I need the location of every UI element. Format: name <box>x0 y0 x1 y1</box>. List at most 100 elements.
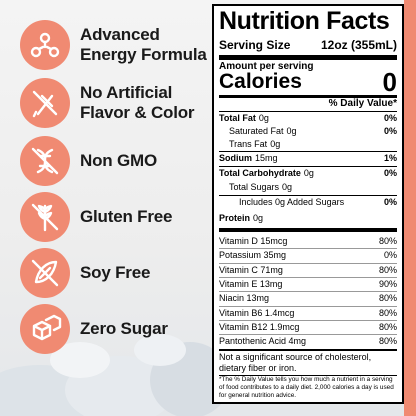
nutrient-amount: 0g <box>286 126 297 136</box>
vitamin-name: Vitamin B12 1.9mcg <box>219 321 300 332</box>
nutrition-label: Nutrition Facts Serving Size 12oz (355mL… <box>212 4 404 404</box>
feature-label: Zero Sugar <box>80 319 168 338</box>
nutrient-dv: 0% <box>383 113 397 123</box>
nutrient-row: Protein 0g <box>219 212 397 225</box>
rule <box>219 349 397 351</box>
nutrient-row: Saturated Fat 0g 0% <box>219 125 397 138</box>
accent-stripe <box>404 0 416 416</box>
vitamin-name: Vitamin D 15mcg <box>219 236 288 246</box>
calories: Calories 0 <box>219 67 397 97</box>
rule <box>219 95 397 98</box>
nutrient-amount: 0g <box>282 182 293 192</box>
nutrient: Sodium 15mg <box>219 152 278 165</box>
serving-size: Serving Size 12oz (355mL) <box>219 38 397 52</box>
rule <box>219 262 397 264</box>
amount-per-serving: Amount per serving <box>219 61 314 72</box>
nutrient: Total Carbohydrate 0g <box>219 167 314 180</box>
nutrient-dv: 0% <box>383 126 397 136</box>
rule <box>219 55 397 60</box>
nutrient-amount: 0g <box>253 213 264 223</box>
rule <box>219 228 397 232</box>
nutrient-amount: 0g <box>258 113 269 123</box>
nutrient-row: Trans Fat 0g <box>219 138 397 151</box>
vitamin-dv: 80% <box>378 336 397 347</box>
feature-label: Advanced Energy Formula <box>80 25 207 64</box>
feature-icon <box>20 136 70 186</box>
vitamin-row: Vitamin B6 1.4mcg 80% <box>219 306 397 320</box>
rule <box>219 248 397 250</box>
vitamin-row: Potassium 35mg 0% <box>219 248 397 262</box>
nutrient-amount: 0g <box>303 168 314 178</box>
feature-icon <box>20 304 70 354</box>
vitamin-dv: 80% <box>378 307 397 318</box>
vitamin-dv: 80% <box>378 264 397 275</box>
vitamin-name: Vitamin E 13mg <box>219 278 283 289</box>
nutrient-name: Total Carbohydrate <box>219 168 301 178</box>
nutrient: Trans Fat 0g <box>219 138 280 151</box>
vitamin-dv: 90% <box>378 278 397 289</box>
nutrient-row: Total Fat 0g 0% <box>219 112 397 125</box>
feature-label: Non GMO <box>80 151 157 170</box>
vitamin-row: Niacin 13mg 80% <box>219 291 397 305</box>
nutrient-name: Sodium <box>219 153 252 163</box>
nutrient-name: Total Fat <box>219 113 256 123</box>
feature-icon <box>20 248 70 298</box>
rule <box>219 195 397 196</box>
nutrient-row: Includes 0g Added Sugars 0% <box>219 196 397 209</box>
rule <box>219 166 397 167</box>
feature-icon <box>20 78 70 128</box>
nutrient: Protein 0g <box>219 212 263 225</box>
daily-value-header: % Daily Value* <box>328 98 397 109</box>
vitamin-name: Potassium 35mg <box>219 250 287 261</box>
feature-label: Gluten Free <box>80 207 173 226</box>
nutrient: Total Sugars 0g <box>219 181 292 194</box>
nutrient-row: Total Sugars 0g <box>219 181 397 194</box>
nutrient-name: Total Sugars <box>229 182 280 192</box>
vitamin-name: Niacin 13mg <box>219 293 270 304</box>
nutrient-amount: 0g <box>270 139 281 149</box>
rule <box>219 151 397 152</box>
note: Not a significant source of cholesterol,… <box>219 352 372 373</box>
calories-value: 0 <box>382 67 397 97</box>
nutrient-dv: 0% <box>383 197 397 207</box>
nutrient-amount: 15mg <box>255 153 278 163</box>
feature-icon <box>20 20 70 70</box>
rule <box>219 334 397 336</box>
rule <box>219 291 397 293</box>
nutrient: Includes 0g Added Sugars <box>219 196 347 209</box>
nutrient-row: Total Carbohydrate 0g 0% <box>219 167 397 180</box>
rule <box>219 375 397 376</box>
vitamin-row: Vitamin E 13mg 90% <box>219 277 397 291</box>
nutrient-name: Includes 0g Added Sugars <box>239 197 345 207</box>
serving-label: Serving Size <box>219 38 291 52</box>
rule <box>219 319 397 321</box>
nutrient: Total Fat 0g <box>219 112 269 125</box>
serving-value: 12oz (355mL) <box>320 38 397 52</box>
feature-label: No Artificial Flavor & Color <box>80 83 195 122</box>
feature-icon <box>20 192 70 242</box>
rule <box>219 276 397 278</box>
nutrient-dv: 1% <box>383 153 397 163</box>
feature-label: Soy Free <box>80 263 151 282</box>
vitamin-dv: 80% <box>378 293 397 304</box>
vitamin-dv: 80% <box>378 236 397 246</box>
label-title: Nutrition Facts <box>219 7 390 35</box>
nutrient-name: Trans Fat <box>229 139 268 149</box>
vitamin-row: Vitamin B12 1.9mcg 80% <box>219 320 397 334</box>
vitamin-name: Vitamin C 71mg <box>219 264 283 275</box>
vitamin-dv: 0% <box>383 250 397 261</box>
rule <box>219 305 397 307</box>
vitamin-name: Pantothenic Acid 4mg <box>219 336 307 347</box>
vitamin-name: Vitamin B6 1.4mcg <box>219 307 295 318</box>
rule <box>219 111 397 112</box>
vitamin-row: Vitamin C 71mg 80% <box>219 263 397 277</box>
vitamin-row: Vitamin D 15mcg 80% <box>219 234 397 248</box>
nutrient-row: Sodium 15mg 1% <box>219 152 397 165</box>
nutrient-name: Protein <box>219 213 251 223</box>
vitamin-row: Pantothenic Acid 4mg 80% <box>219 334 397 348</box>
footnote: *The % Daily Value tells you how much a … <box>219 376 394 399</box>
vitamin-dv: 80% <box>378 321 397 332</box>
nutrient-name: Saturated Fat <box>229 126 284 136</box>
